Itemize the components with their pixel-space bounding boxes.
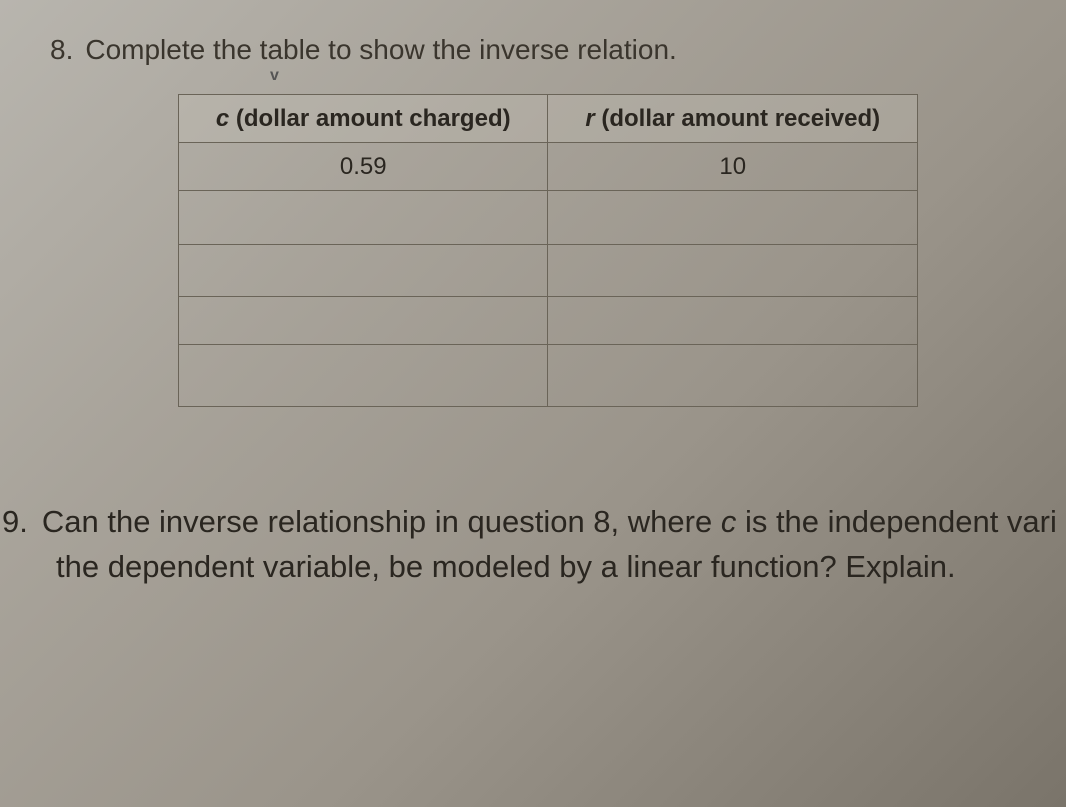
table-header-row: c (dollar amount charged) r (dollar amou… — [179, 95, 918, 143]
handwritten-mark: v — [270, 67, 279, 85]
question-number: 8. — [50, 34, 73, 66]
question-prompt: Complete the table to show the inverse r… — [85, 30, 676, 69]
question-9-line-2: the dependent variable, be modeled by a … — [0, 545, 1066, 590]
question-9-text-2: the dependent variable, be modeled by a … — [56, 545, 956, 590]
table-row: 0.59 10 — [179, 143, 918, 191]
var-r: r — [585, 105, 594, 132]
cell-c — [179, 191, 548, 245]
column-header-r: r (dollar amount received) — [548, 95, 918, 143]
col1-label: (dollar amount charged) — [229, 105, 510, 132]
question-9-line-1: 9. Can the inverse relationship in quest… — [0, 500, 1066, 545]
question-9-text-1: Can the inverse relationship in question… — [42, 500, 1057, 545]
cell-c — [179, 245, 548, 297]
cell-r — [548, 345, 918, 407]
cell-c: 0.59 — [179, 143, 548, 191]
question-8: 8. Complete the table to show the invers… — [0, 30, 1066, 407]
var-c: c — [216, 105, 229, 132]
table-row — [179, 345, 918, 407]
worksheet-page: 8. Complete the table to show the invers… — [0, 0, 1066, 807]
cell-c — [179, 297, 548, 345]
cell-r — [548, 245, 918, 297]
table-container: c (dollar amount charged) r (dollar amou… — [0, 94, 1066, 407]
question-8-header: 8. Complete the table to show the invers… — [0, 30, 1066, 69]
table-row — [179, 297, 918, 345]
table-row — [179, 245, 918, 297]
question-9: 9. Can the inverse relationship in quest… — [0, 500, 1066, 590]
col2-label: (dollar amount received) — [595, 105, 880, 132]
question-number: 9. — [0, 500, 28, 545]
table-row — [179, 191, 918, 245]
cell-r: 10 — [548, 143, 918, 191]
inverse-relation-table: c (dollar amount charged) r (dollar amou… — [178, 94, 918, 407]
q9-part-a: Can the inverse relationship in question… — [42, 504, 721, 539]
cell-r — [548, 191, 918, 245]
q9-part-b: is the independent vari — [736, 504, 1057, 539]
column-header-c: c (dollar amount charged) — [179, 95, 548, 143]
cell-c — [179, 345, 548, 407]
cell-r — [548, 297, 918, 345]
var-c-inline: c — [721, 504, 737, 539]
